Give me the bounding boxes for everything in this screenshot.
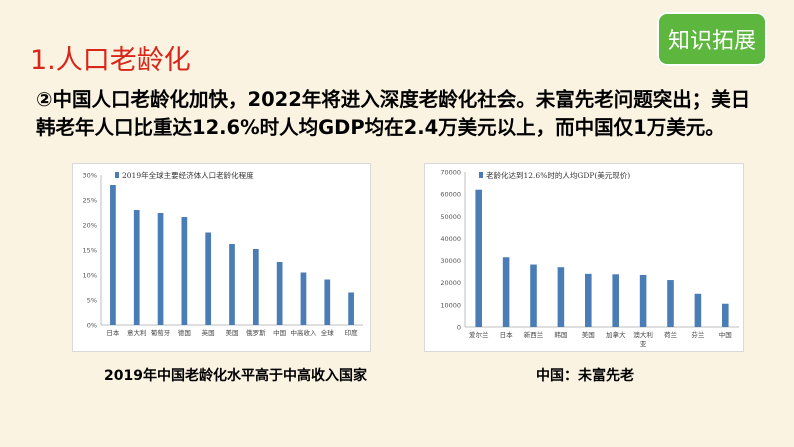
- gdp-chart-ytick-label: 60000: [440, 191, 461, 199]
- gdp-chart-ytick-label: 50000: [440, 213, 461, 221]
- gdp-per-capita-chart: 0 10000 20000 30000 40000 50000 60000 70000 老龄化达…: [424, 163, 744, 352]
- aging-chart-bar: [300, 272, 307, 325]
- aging-chart-bar: [181, 217, 188, 325]
- gdp-chart-category-label: 澳大利: [633, 330, 653, 339]
- gdp-chart-ytick-label: 20000: [440, 279, 461, 287]
- gdp-chart-bar: [694, 293, 702, 327]
- aging-chart-legend-title: 2019年全球主要经济体人口老龄化程度: [122, 170, 254, 180]
- gdp-chart-category-label: 荷兰: [664, 330, 678, 339]
- gdp-chart-bar: [722, 303, 729, 327]
- aging-chart-category-label: 印度: [345, 328, 359, 337]
- gdp-chart-category-label: 芬兰: [691, 330, 705, 339]
- aging-chart-legend-marker: [115, 172, 119, 178]
- aging-chart-bar: [110, 185, 116, 325]
- aging-chart-bar: [229, 244, 235, 325]
- gdp-chart-bar: [639, 274, 647, 327]
- aging-chart-category-label: 德国: [178, 328, 191, 337]
- gdp-chart-bar: [502, 257, 510, 327]
- gdp-chart-category-label: 亚: [640, 340, 647, 348]
- aging-chart-category-label: 英国: [202, 328, 215, 337]
- aging-chart-ytick-label: 15%: [83, 247, 97, 255]
- knowledge-extension-badge[interactable]: 知识拓展: [657, 12, 767, 66]
- gdp-chart-bar: [667, 280, 674, 327]
- body-paragraph: ②中国人口老龄化加快，2022年将进入深度老龄化社会。未富先老问题突出；美日 韩…: [36, 86, 776, 142]
- aging-chart-ytick-label: 30%: [83, 172, 97, 180]
- aging-chart-category-label: 全球: [321, 328, 335, 337]
- aging-chart-category-label: 日本: [106, 328, 120, 337]
- aging-chart-bar: [133, 210, 140, 325]
- gdp-chart-ytick-label: 30000: [440, 257, 461, 265]
- aging-chart-category-label: 俄罗斯: [246, 328, 266, 337]
- aging-rate-chart-svg: 0% 5% 10% 15% 20% 25% 30% 2019年全球主要经济体人口老龄化程度日本…: [83, 170, 363, 337]
- caption-left: 2019年中国老龄化水平高于中高收入国家: [104, 368, 367, 384]
- aging-chart-bar: [252, 249, 259, 325]
- gdp-chart-ytick-label: 70000: [440, 169, 461, 177]
- aging-chart-ytick-label: 0%: [87, 322, 97, 330]
- gdp-chart-legend-title: 老龄化达到12.6%时的人均GDP(美元现价): [486, 170, 630, 180]
- gdp-chart-legend-marker: [479, 172, 483, 178]
- gdp-chart-category-label: 日本: [500, 330, 513, 339]
- gdp-chart-category-label: 中国: [719, 330, 732, 339]
- aging-chart-category-label: 美国: [226, 328, 239, 337]
- gdp-chart-bar: [557, 267, 565, 327]
- slide-title: 1.人口老龄化: [30, 45, 191, 76]
- gdp-chart-bar: [475, 189, 482, 327]
- gdp-per-capita-chart-svg: 0 10000 20000 30000 40000 50000 60000 70000 老龄化达…: [440, 169, 739, 348]
- gdp-chart-category-label: 美国: [582, 330, 595, 339]
- aging-chart-category-label: 葡萄牙: [151, 328, 171, 337]
- aging-chart-category-label: 中高收入: [290, 328, 317, 337]
- aging-chart-ytick-label: 25%: [83, 197, 97, 205]
- gdp-chart-ytick-label: 0: [457, 324, 461, 332]
- aging-chart-category-label: 意大利: [127, 328, 146, 337]
- gdp-chart-category-label: 爱尔兰: [469, 330, 489, 339]
- caption-right: 中国：未富先老: [536, 368, 634, 384]
- gdp-chart-bar: [585, 273, 592, 327]
- gdp-chart-category-label: 新西兰: [524, 330, 544, 339]
- aging-chart-category-label: 中国: [273, 328, 286, 337]
- aging-chart-bar: [324, 279, 331, 325]
- gdp-chart-category-label: 韩国: [554, 330, 567, 339]
- aging-chart-bar: [348, 292, 354, 325]
- paragraph-line-2: 韩老年人口比重达12.6%时人均GDP均在2.4万美元以上，而中国仅1万美元。: [36, 116, 725, 139]
- aging-chart-ytick-label: 20%: [83, 222, 97, 230]
- aging-chart-bar: [157, 213, 164, 325]
- gdp-chart-ytick-label: 10000: [440, 301, 461, 309]
- aging-chart-bar: [205, 232, 212, 325]
- aging-chart-ytick-label: 5%: [87, 297, 97, 305]
- gdp-chart-bar: [530, 264, 537, 327]
- aging-chart-bar: [276, 262, 283, 325]
- gdp-chart-category-label: 加拿大: [606, 330, 626, 339]
- paragraph-line-1: ②中国人口老龄化加快，2022年将进入深度老龄化社会。未富先老问题突出；美日: [36, 88, 751, 111]
- gdp-chart-ytick-label: 40000: [440, 235, 461, 243]
- aging-rate-chart: 0% 5% 10% 15% 20% 25% 30% 2019年全球主要经济体人口老龄化程度日本…: [72, 163, 371, 352]
- aging-chart-ytick-label: 10%: [83, 272, 97, 280]
- gdp-chart-bar: [612, 274, 619, 327]
